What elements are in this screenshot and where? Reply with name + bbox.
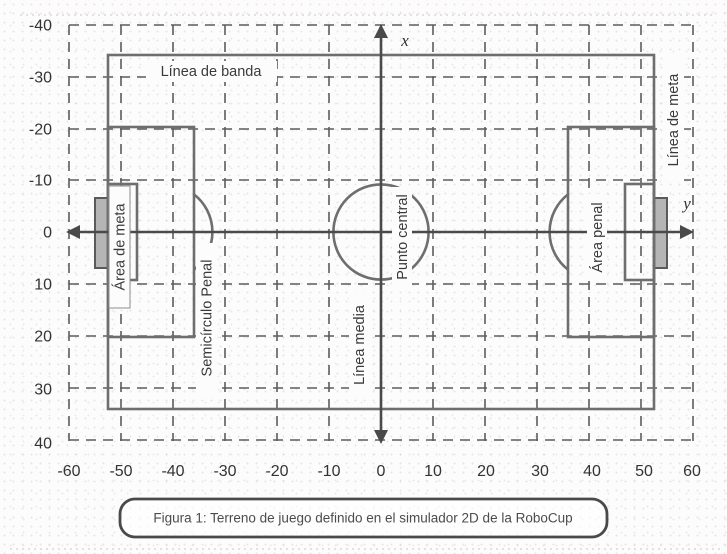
- goal-line-label: Línea de meta: [666, 73, 682, 167]
- x-axis-variable-label: x: [400, 31, 409, 50]
- penalty-area-label-bg: [587, 194, 607, 281]
- goal-area-label: Área de meta: [112, 203, 129, 291]
- caption-border: [118, 497, 609, 539]
- center-point-label: Punto central: [395, 194, 411, 279]
- arrow-up-icon: [374, 24, 388, 38]
- arrow-right-icon: [680, 225, 694, 239]
- x-tick: -50: [109, 463, 132, 480]
- goal-line-label-bg: [663, 57, 684, 183]
- x-tick: 20: [477, 463, 495, 480]
- halfway-line-label: Línea media: [352, 304, 368, 385]
- penalty-area-label: Área penal: [589, 202, 606, 272]
- penalty-semicircle-label-bg: [196, 243, 217, 393]
- y-tick: -10: [29, 173, 52, 190]
- y-tick: 30: [34, 382, 52, 399]
- x-tick: 10: [424, 463, 442, 480]
- x-tick-labels: -60 -50 -40 -30 -20 -10 0 10 20 30 40 50…: [57, 463, 701, 480]
- y-tick: 10: [34, 277, 52, 294]
- penalty-semicircle-label: Semicírculo Penal: [200, 260, 216, 377]
- x-tick: -40: [161, 463, 184, 480]
- x-tick: -20: [265, 463, 288, 480]
- sideline-label-bg: [146, 61, 277, 82]
- y-tick: 40: [34, 436, 52, 453]
- x-tick: 50: [635, 463, 653, 480]
- center-point-label-bg: [392, 187, 412, 287]
- x-tick: 40: [583, 463, 601, 480]
- y-tick: -30: [29, 70, 52, 87]
- figure-caption-box: Figura 1: Terreno de juego definido en e…: [118, 497, 609, 539]
- x-tick: -10: [317, 463, 340, 480]
- x-tick: 30: [531, 463, 549, 480]
- y-tick-labels: -40 -30 -20 -10 0 10 20 30 40: [29, 18, 52, 453]
- axes: x y: [66, 24, 694, 444]
- x-tick: 60: [683, 463, 701, 480]
- figure-caption: Figura 1: Terreno de juego definido en e…: [153, 511, 572, 526]
- y-tick: -20: [29, 122, 52, 139]
- goal-area-label-bg: [108, 185, 131, 309]
- y-axis-variable-label: y: [681, 194, 691, 213]
- field-label-group: Línea de banda Línea de meta Área de met…: [108, 57, 684, 398]
- y-tick: -40: [29, 18, 52, 35]
- halfway-line-label-bg: [349, 292, 369, 398]
- y-tick: 0: [43, 225, 52, 242]
- x-tick: -60: [57, 463, 80, 480]
- y-tick: 20: [34, 329, 52, 346]
- x-tick: 0: [377, 463, 386, 480]
- arrow-down-icon: [374, 430, 388, 444]
- x-tick: -30: [213, 463, 236, 480]
- arrow-left-icon: [66, 225, 80, 239]
- sideline-label: Línea de banda: [161, 64, 263, 80]
